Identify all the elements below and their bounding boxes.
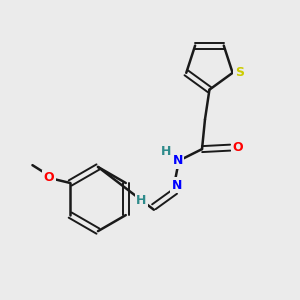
Text: S: S: [235, 66, 244, 79]
Text: O: O: [232, 141, 243, 154]
Text: N: N: [172, 154, 183, 167]
Text: H: H: [161, 145, 172, 158]
Text: O: O: [44, 171, 54, 184]
Text: H: H: [136, 194, 147, 207]
Text: N: N: [172, 179, 182, 192]
